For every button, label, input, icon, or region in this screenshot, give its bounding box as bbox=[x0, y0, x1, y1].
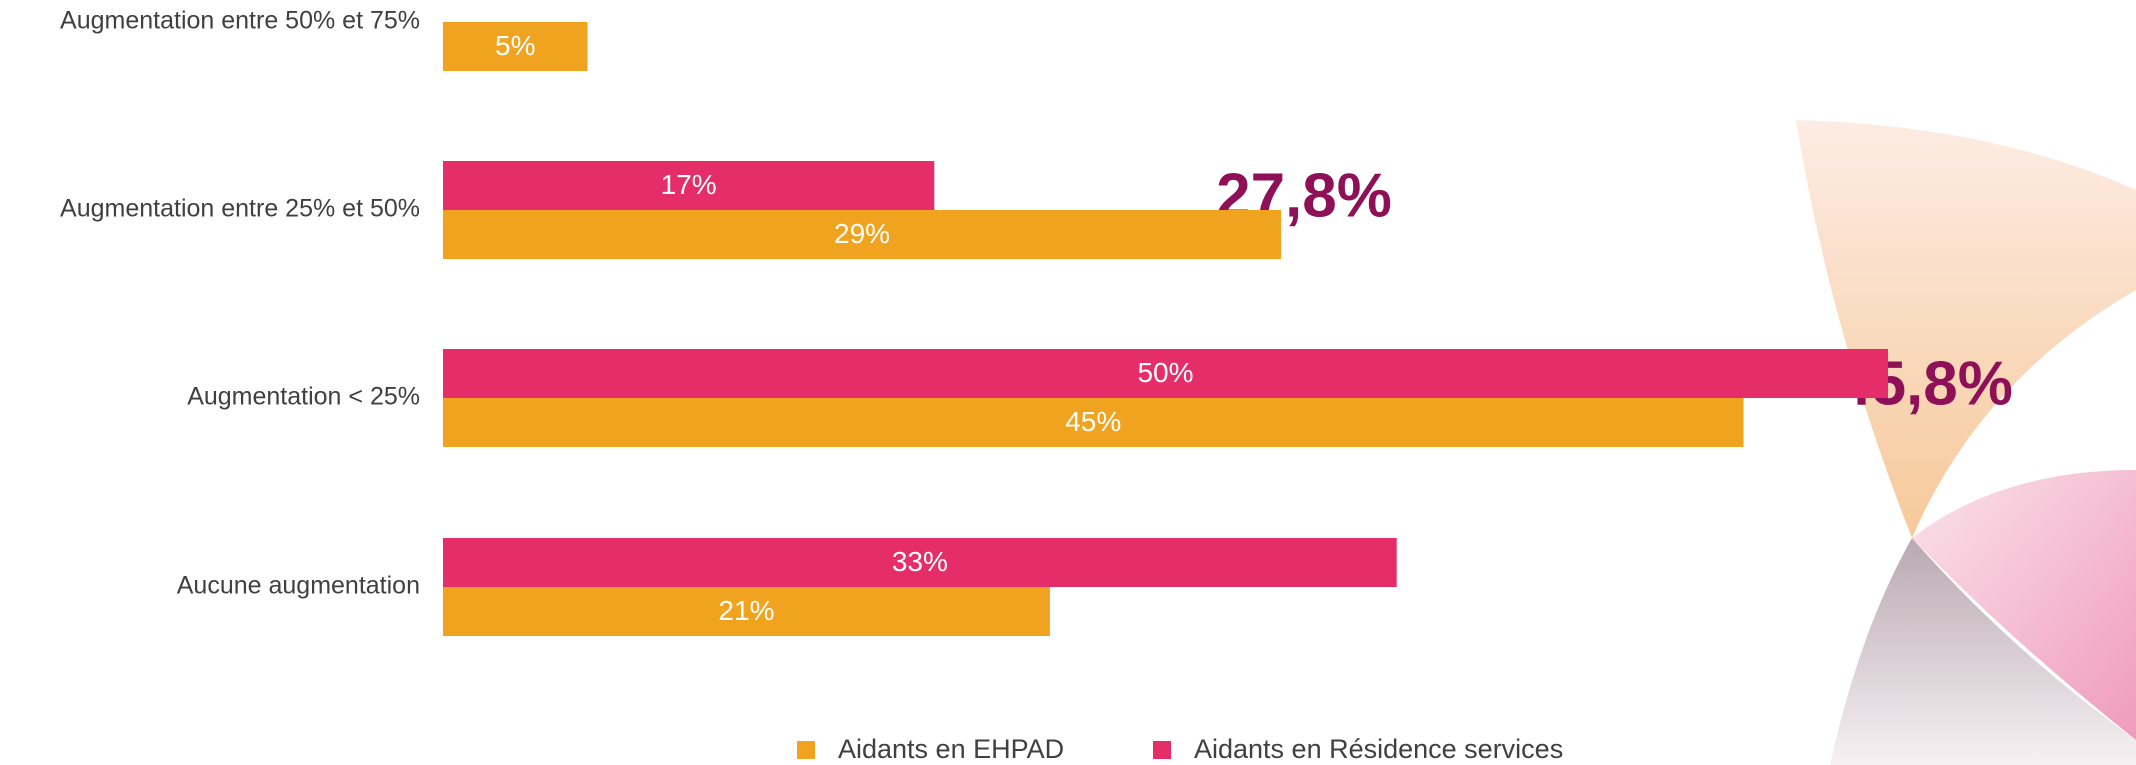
decoration bbox=[1796, 120, 2136, 765]
category-label: Aucune augmentation bbox=[177, 572, 420, 600]
value-label: 45% bbox=[1065, 406, 1121, 437]
legend-label: Aidants en Résidence services bbox=[1194, 734, 1563, 764]
value-label: 50% bbox=[1137, 357, 1193, 388]
value-label: 29% bbox=[834, 218, 890, 249]
legend-label: Aidants en EHPAD bbox=[838, 734, 1064, 764]
value-label: 21% bbox=[718, 595, 774, 626]
category-label: Augmentation < 25% bbox=[187, 383, 420, 411]
category-label: Augmentation entre 50% et 75% bbox=[60, 7, 420, 35]
value-label: 17% bbox=[661, 169, 717, 200]
value-label: 33% bbox=[892, 546, 948, 577]
value-label: 5% bbox=[495, 30, 535, 61]
legend-swatch bbox=[797, 741, 815, 759]
category-label: Augmentation entre 25% et 50% bbox=[60, 195, 420, 223]
chart: 27,8% 45,8% Augmentation entre 50% et 75… bbox=[0, 0, 2136, 765]
legend-swatch bbox=[1153, 741, 1171, 759]
